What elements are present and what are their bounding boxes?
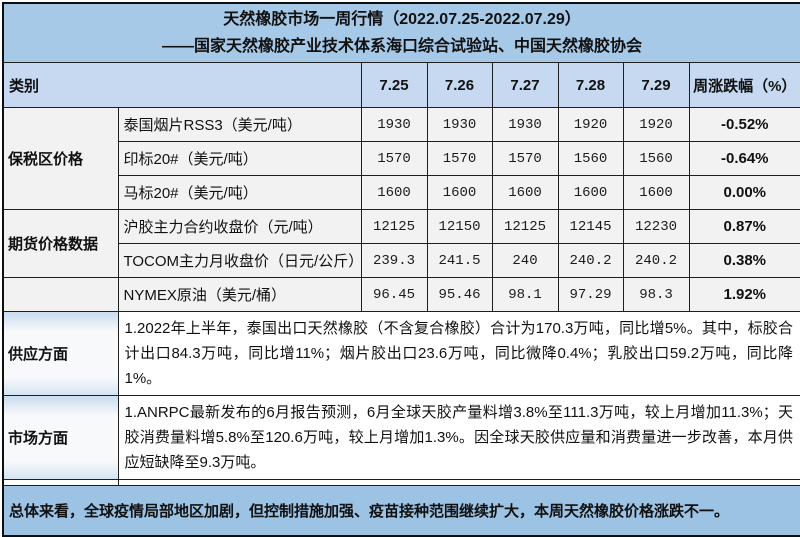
header-date-2: 7.26 [426, 62, 493, 108]
cell-value: 1600 [426, 175, 493, 210]
cell-value: 1570 [491, 141, 559, 176]
cell-value: 1600 [491, 175, 559, 210]
cell-value: 1930 [426, 107, 493, 142]
supply-section-text: 1.2022年上半年，泰国出口天然橡胶（不含复合橡胶）合计为170.3万吨，同比… [117, 311, 800, 396]
summary-row: 总体来看，全球疫情局部地区加剧，但控制措施加强、疫苗接种范围继续扩大，本周天然橡… [2, 485, 800, 536]
cell-value: 12150 [426, 209, 493, 244]
table-row: 期货价格数据 沪胶主力合约收盘价（元/吨） 12125 12150 12125 … [2, 209, 800, 278]
row-item-label: 马标20#（美元/吨） [117, 175, 362, 210]
cell-weekly-change: -0.64% [688, 141, 800, 176]
cell-value: 12230 [622, 209, 690, 244]
table-row: 印标20#（美元/吨） 1570 1570 1570 1560 1560 -0.… [3, 141, 800, 176]
summary-text: 总体来看，全球疫情局部地区加剧，但控制措施加强、疫苗接种范围继续扩大，本周天然橡… [2, 485, 800, 536]
cell-weekly-change: -0.52% [688, 107, 800, 142]
cell-value: 239.3 [360, 243, 428, 278]
row-item-label: NYMEX原油（美元/桶） [117, 277, 362, 312]
table-row: 马标20#（美元/吨） 1600 1600 1600 1600 1600 0.0… [3, 175, 800, 210]
cell-value: 1920 [622, 107, 690, 142]
cell-value: 1560 [622, 141, 690, 176]
report-subtitle: ——国家天然橡胶产业技术体系海口综合试验站、中国天然橡胶协会 [162, 38, 643, 55]
table-row: NYMEX原油（美元/桶） 96.45 95.46 98.1 97.29 98.… [2, 277, 800, 312]
row-item-label: TOCOM主力月收盘价（日元/公斤） [117, 243, 362, 278]
cell-value: 1920 [557, 107, 624, 142]
cell-value: 240 [491, 243, 559, 278]
cell-weekly-change: 1.92% [688, 277, 800, 312]
cell-value: 96.45 [360, 277, 428, 312]
row-item-label: 印标20#（美元/吨） [117, 141, 362, 176]
cell-value: 1570 [360, 141, 428, 176]
market-section-row: 市场方面 1.ANRPC最新发布的6月报告预测，6月全球天胶产量料增3.8%至1… [2, 395, 800, 480]
header-category: 类别 [2, 62, 362, 108]
cell-value: 98.1 [491, 277, 559, 312]
cell-value: 12145 [557, 209, 624, 244]
cell-value: 95.46 [426, 277, 493, 312]
row-item-label: 泰国烟片RSS3（美元/吨） [117, 107, 362, 142]
header-date-5: 7.29 [622, 62, 690, 108]
cell-value: 1600 [557, 175, 624, 210]
title-row: 天然橡胶市场一周行情（2022.07.25-2022.07.29） ——国家天然… [2, 2, 800, 63]
supply-section-row: 供应方面 1.2022年上半年，泰国出口天然橡胶（不含复合橡胶）合计为170.3… [2, 311, 800, 396]
report-title-cell: 天然橡胶市场一周行情（2022.07.25-2022.07.29） ——国家天然… [2, 2, 800, 63]
group-label-empty [2, 277, 119, 312]
cell-value: 1930 [491, 107, 559, 142]
cell-value: 1600 [622, 175, 690, 210]
cell-value: 98.3 [622, 277, 690, 312]
cell-value: 241.5 [426, 243, 493, 278]
cell-value: 1600 [360, 175, 428, 210]
cell-value: 240.2 [557, 243, 624, 278]
cell-value: 1560 [557, 141, 624, 176]
group-label-bonded-zone: 保税区价格 [2, 107, 119, 210]
cell-value: 240.2 [622, 243, 690, 278]
row-item-label: 沪胶主力合约收盘价（元/吨） [117, 209, 362, 244]
column-header-row: 类别 7.25 7.26 7.27 7.28 7.29 周涨跌幅（%） [2, 62, 800, 108]
cell-weekly-change: 0.00% [688, 175, 800, 210]
section-label-supply: 供应方面 [2, 311, 119, 396]
section-label-market: 市场方面 [2, 395, 119, 480]
header-date-3: 7.27 [491, 62, 559, 108]
cell-value: 1570 [426, 141, 493, 176]
table-row: 保税区价格 泰国烟片RSS3（美元/吨） 1930 1930 1930 1920… [2, 107, 800, 210]
cell-value: 1930 [360, 107, 428, 142]
market-section-text: 1.ANRPC最新发布的6月报告预测，6月全球天胶产量料增3.8%至111.3万… [117, 395, 800, 480]
header-weekly-change: 周涨跌幅（%） [688, 62, 800, 108]
cell-value: 12125 [360, 209, 428, 244]
cell-value: 12125 [491, 209, 559, 244]
header-date-1: 7.25 [360, 62, 428, 108]
header-date-4: 7.28 [557, 62, 624, 108]
report-title: 天然橡胶市场一周行情（2022.07.25-2022.07.29） [223, 11, 581, 28]
cell-weekly-change: 0.38% [688, 243, 800, 278]
cell-value: 97.29 [557, 277, 624, 312]
group-label-futures: 期货价格数据 [2, 209, 119, 278]
cell-weekly-change: 0.87% [688, 209, 800, 244]
table-row: TOCOM主力月收盘价（日元/公斤） 239.3 241.5 240 240.2… [3, 243, 800, 278]
